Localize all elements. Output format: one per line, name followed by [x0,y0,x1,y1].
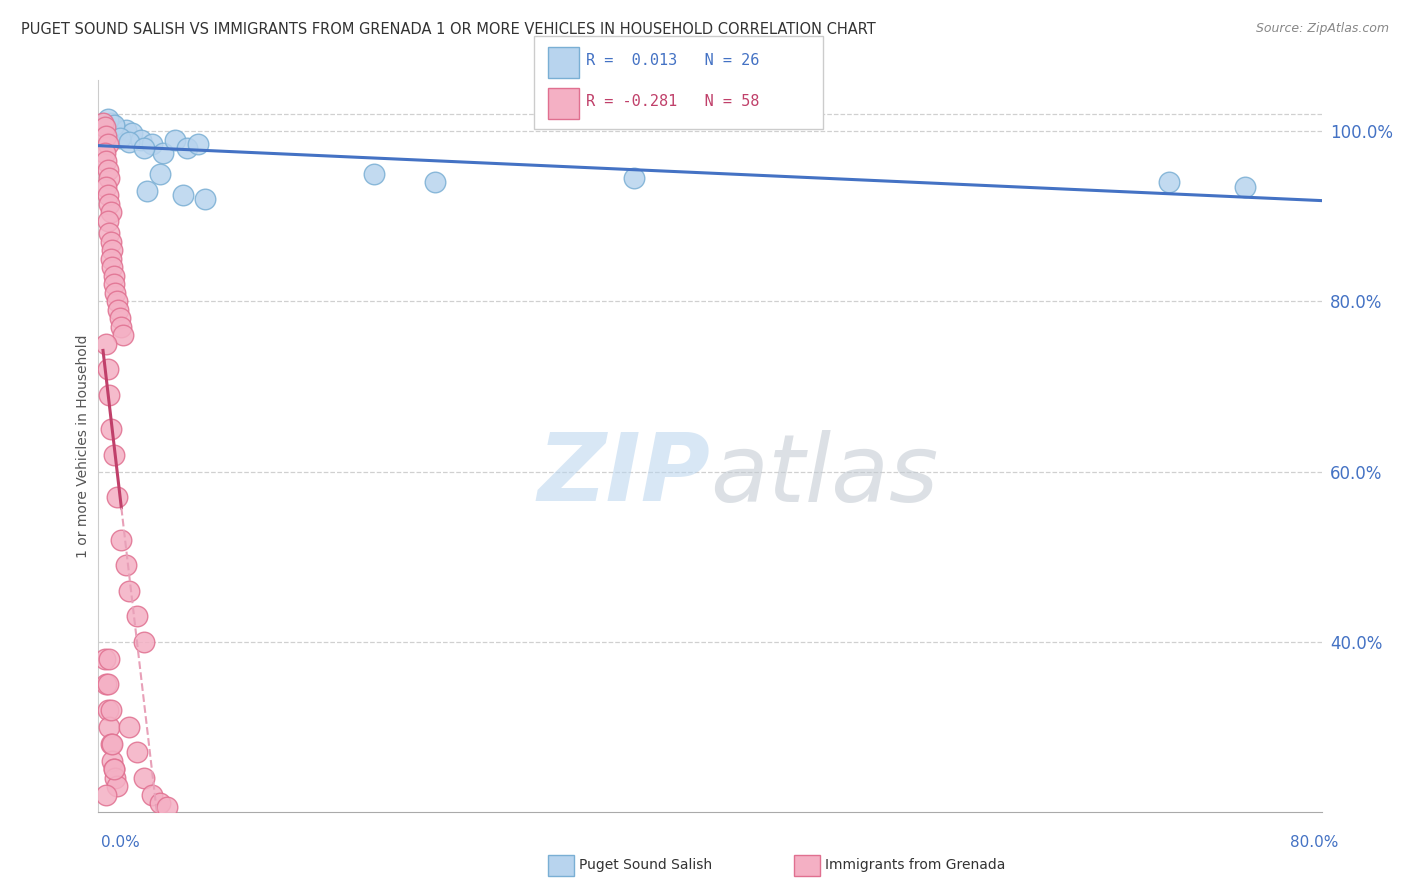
Point [100,235,122,249]
Point [98,651,121,665]
Point [108,311,131,326]
Point [623,171,645,186]
Point [152,145,174,160]
Point [105,779,128,793]
Point [110,320,132,334]
Point [98,196,121,211]
Point [141,137,163,152]
Text: Puget Sound Salish: Puget Sound Salish [579,858,713,872]
Point [363,167,385,181]
Point [100,703,122,717]
Text: Source: ZipAtlas.com: Source: ZipAtlas.com [1256,22,1389,36]
Point [100,116,122,130]
Point [101,754,124,768]
Point [115,558,138,572]
Point [103,268,125,283]
Point [149,796,172,810]
Point [100,422,122,436]
Point [125,609,148,624]
Point [103,277,125,292]
Point [100,205,122,219]
Point [134,634,156,648]
Point [118,135,141,149]
Point [98,388,121,402]
Text: ZIP: ZIP [537,429,710,521]
Point [94,788,117,802]
Point [136,184,159,198]
Text: 0.0%: 0.0% [101,836,141,850]
Point [105,490,128,504]
Point [163,133,186,147]
Point [134,771,156,785]
Point [104,285,127,300]
Point [97,112,120,126]
Point [103,762,125,776]
Point [1234,179,1257,194]
Point [111,328,134,343]
Point [115,122,138,136]
Point [105,294,128,309]
Point [105,124,128,138]
Point [156,800,179,814]
Point [97,188,120,202]
Point [98,227,121,241]
Text: PUGET SOUND SALISH VS IMMIGRANTS FROM GRENADA 1 OR MORE VEHICLES IN HOUSEHOLD CO: PUGET SOUND SALISH VS IMMIGRANTS FROM GR… [21,22,876,37]
Point [187,137,209,152]
Point [103,118,125,132]
Point [97,137,120,152]
Point [118,720,141,734]
Point [107,302,129,317]
Point [97,362,120,376]
Point [141,788,163,802]
Point [93,120,115,134]
Point [93,145,115,160]
Point [94,179,117,194]
Y-axis label: 1 or more Vehicles in Household: 1 or more Vehicles in Household [76,334,90,558]
Point [149,167,172,181]
Point [98,720,121,734]
Point [94,128,117,143]
Point [101,244,124,258]
Point [172,188,194,202]
Text: R = -0.281   N = 58: R = -0.281 N = 58 [586,95,759,109]
Text: Immigrants from Grenada: Immigrants from Grenada [825,858,1005,872]
Point [134,141,156,155]
Point [91,116,114,130]
Text: atlas: atlas [710,430,938,521]
Point [94,120,117,134]
Point [103,762,125,776]
Point [97,213,120,227]
Point [101,737,124,751]
Point [103,448,125,462]
Point [97,677,120,691]
Point [118,583,141,598]
Point [97,703,120,717]
Point [100,737,122,751]
Point [125,745,148,759]
Point [423,175,446,189]
Point [176,141,198,155]
Point [94,677,117,691]
Point [97,162,120,177]
Point [93,651,115,665]
Point [98,171,121,186]
Point [94,154,117,169]
Point [94,337,117,351]
Point [101,260,124,275]
Point [129,133,152,147]
Text: 80.0%: 80.0% [1291,836,1339,850]
Point [110,533,132,547]
Text: R =  0.013   N = 26: R = 0.013 N = 26 [586,54,759,68]
Point [194,192,217,206]
Point [104,771,127,785]
Point [1157,175,1180,189]
Point [110,128,132,143]
Point [121,126,143,140]
Point [100,252,122,266]
Point [108,131,131,145]
